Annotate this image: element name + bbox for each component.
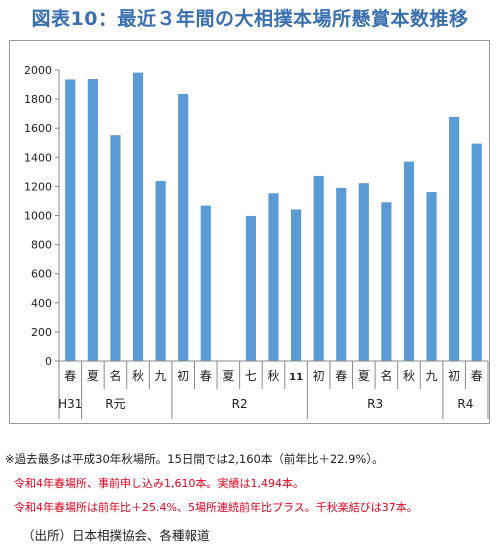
y-tick-label: 800	[31, 239, 52, 252]
bar	[290, 209, 302, 361]
bar	[200, 205, 211, 361]
y-tick-label: 0	[45, 355, 52, 368]
x-tick-label: 名	[109, 368, 121, 383]
x-tick-label: 名	[380, 368, 392, 383]
x-tick-label: 夏	[222, 369, 234, 383]
y-tick-label: 200	[31, 326, 52, 339]
bar	[268, 193, 279, 361]
x-tick-label: 春	[471, 369, 483, 383]
bar	[449, 116, 460, 361]
bar	[426, 192, 437, 361]
bar	[178, 94, 189, 361]
x-tick-label: 春	[335, 369, 347, 383]
bar-chart: 0200400600800100012001400160018002000春夏名…	[24, 64, 489, 419]
source: （出所）日本相撲協会、各種報道	[22, 528, 210, 543]
x-tick-label: 九	[155, 369, 167, 383]
x-group-label: R4	[457, 397, 473, 411]
x-tick-label: 初	[313, 369, 325, 383]
y-tick-label: 1400	[24, 151, 52, 164]
x-tick-label: 秋	[132, 369, 144, 383]
y-tick-label: 400	[31, 297, 52, 310]
y-tick-label: 2000	[24, 64, 52, 77]
bar	[358, 183, 369, 361]
x-tick-label: 秋	[403, 369, 415, 383]
x-tick-label: 夏	[87, 369, 99, 383]
x-group-label: R元	[105, 397, 125, 411]
x-tick-label: 夏	[358, 369, 370, 383]
bar	[245, 215, 257, 361]
x-tick-label: 春	[200, 369, 212, 383]
note-record: ※過去最多は平成30年秋場所。15日間では2,160本（前年比＋22.9%）。	[5, 452, 384, 466]
x-tick-label: 秋	[267, 369, 279, 383]
bar	[403, 161, 415, 361]
note-growth: 令和4年春場所は前年比＋25.4%、5場所連続前年比プラス。千秋楽結びは37本。	[14, 501, 418, 514]
x-group-label: R3	[367, 397, 383, 411]
bar	[313, 175, 324, 361]
x-tick-label: 九	[426, 369, 438, 383]
x-group-label: R2	[232, 397, 248, 411]
y-tick-label: 1200	[24, 180, 52, 193]
bar	[110, 135, 121, 361]
bar	[87, 79, 98, 361]
y-tick-label: 1600	[24, 122, 52, 135]
bar	[65, 79, 76, 361]
bar	[471, 143, 482, 361]
x-tick-label: 七	[245, 369, 257, 383]
x-group-label: H31	[58, 397, 82, 411]
y-tick-label: 1000	[24, 210, 52, 223]
x-tick-label: 春	[64, 369, 76, 383]
bar	[155, 181, 166, 361]
x-tick-label: 初	[177, 369, 189, 383]
y-tick-label: 600	[31, 268, 52, 281]
chart-title: 図表10：最近３年間の大相撲本場所懸賞本数推移	[31, 8, 469, 30]
x-tick-label: 初	[448, 369, 460, 383]
chart-frame: 0 200 400 600 800 1000 1200 1400 1600 1800 2000 春夏名…	[9, 40, 490, 424]
x-tick-label: 11	[289, 372, 303, 383]
note-current-basho: 令和4年春場所、事前申し込み1,610本。実績は1,494本。	[14, 477, 304, 490]
bar	[381, 202, 392, 361]
bar	[336, 187, 347, 361]
bar	[132, 72, 144, 361]
y-tick-label: 1800	[24, 93, 52, 106]
